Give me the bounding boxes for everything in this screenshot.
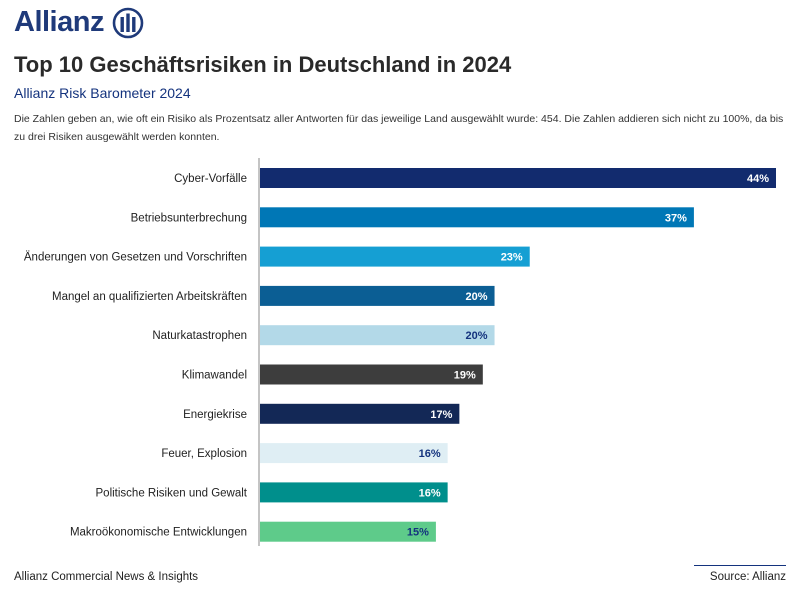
- category-label: Naturkatastrophen: [152, 330, 247, 342]
- data-label: 44%: [747, 173, 769, 185]
- page-title: Top 10 Geschäftsrisiken in Deutschland i…: [14, 52, 511, 78]
- bar: [260, 168, 776, 188]
- chart-description: Die Zahlen geben an, wie oft ein Risiko …: [14, 110, 790, 146]
- category-label: Energiekrise: [183, 409, 247, 421]
- bar: [260, 286, 495, 306]
- footer-publisher: Allianz Commercial News & Insights: [14, 571, 198, 583]
- bar: [260, 325, 495, 345]
- category-label: Klimawandel: [182, 370, 247, 382]
- data-label: 17%: [430, 409, 452, 421]
- category-label: Änderungen von Gesetzen und Vorschriften: [24, 252, 247, 264]
- category-label: Makroökonomische Entwicklungen: [70, 527, 247, 539]
- category-label: Feuer, Explosion: [161, 448, 247, 460]
- allianz-logo: Allianz: [14, 6, 144, 39]
- data-label: 16%: [419, 448, 441, 460]
- data-label: 19%: [454, 370, 476, 382]
- data-label: 20%: [466, 291, 488, 303]
- footer-source: Source: Allianz: [710, 571, 786, 583]
- bar: [260, 247, 530, 267]
- data-label: 15%: [407, 527, 429, 539]
- bar: [260, 365, 483, 385]
- bar: [260, 207, 694, 227]
- data-label: 16%: [419, 487, 441, 499]
- category-label: Cyber-Vorfälle: [174, 173, 247, 185]
- bar-chart: Cyber-Vorfälle 44% Betriebsunterbrechung 37…: [0, 150, 800, 550]
- brand-name: Allianz: [14, 6, 104, 39]
- allianz-eagle-icon: [112, 7, 144, 39]
- category-label: Politische Risiken und Gewalt: [96, 487, 248, 499]
- data-label: 20%: [466, 330, 488, 342]
- data-label: 23%: [501, 252, 523, 264]
- category-label: Mangel an qualifizierten Arbeitskräften: [52, 291, 247, 303]
- data-label: 37%: [665, 212, 687, 224]
- footer-divider: [694, 565, 786, 566]
- page-subtitle: Allianz Risk Barometer 2024: [14, 85, 191, 101]
- category-label: Betriebsunterbrechung: [131, 212, 247, 224]
